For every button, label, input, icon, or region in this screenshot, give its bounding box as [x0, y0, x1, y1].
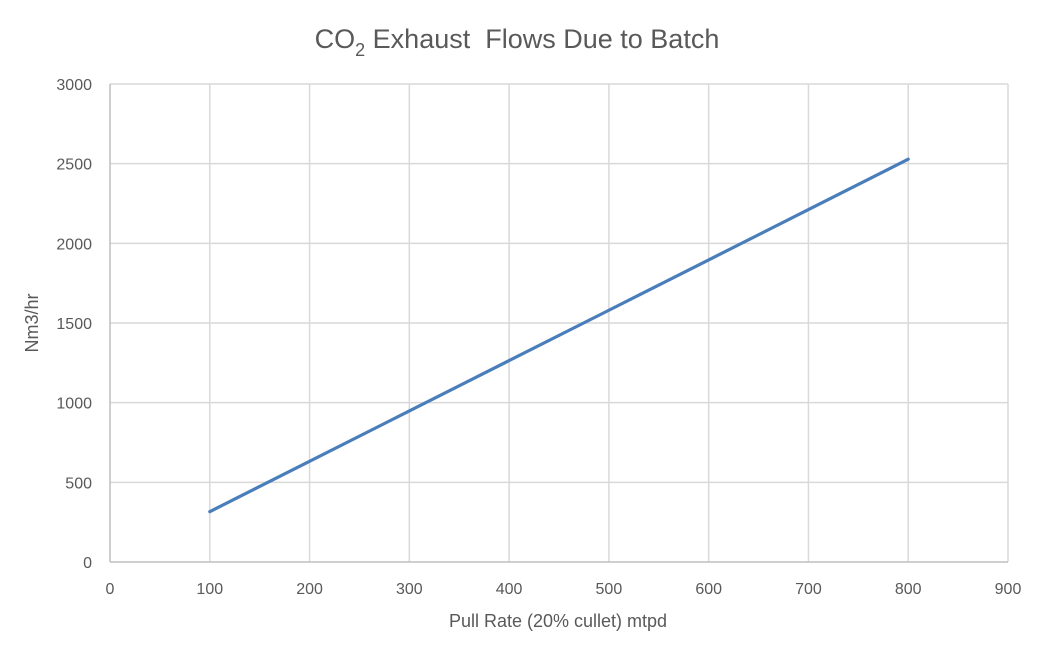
y-axis-label: Nm3/hr [22, 293, 42, 352]
x-tick-label: 500 [596, 581, 623, 598]
y-tick-label: 1000 [56, 396, 92, 413]
x-tick-label: 900 [995, 581, 1022, 598]
y-tick-label: 3000 [56, 77, 92, 94]
x-tick-labels: 0 100 200 300 400 500 600 700 800 900 [106, 581, 1022, 598]
gridlines [110, 83, 1009, 562]
series-line [208, 157, 910, 514]
x-tick-label: 300 [396, 581, 423, 598]
x-tick-label: 0 [106, 581, 115, 598]
x-axis-label: Pull Rate (20% cullet) mtpd [449, 611, 667, 631]
chart-title: CO2 Exhaust Flows Due to Batch [315, 24, 720, 60]
axes [109, 84, 1008, 563]
chart-title-prefix: CO [315, 24, 356, 54]
x-tick-label: 800 [895, 581, 922, 598]
y-tick-label: 1500 [56, 316, 92, 333]
x-tick-label: 200 [296, 581, 323, 598]
y-tick-label: 2500 [56, 157, 92, 174]
chart-title-subscript: 2 [355, 40, 365, 60]
y-tick-label: 500 [65, 475, 92, 492]
x-tick-label: 100 [196, 581, 223, 598]
x-tick-label: 600 [695, 581, 722, 598]
y-tick-label: 2000 [56, 236, 92, 253]
chart-title-rest: Exhaust Flows Due to Batch [365, 24, 719, 54]
y-tick-labels: 0 500 1000 1500 2000 2500 3000 [56, 77, 92, 572]
x-tick-label: 700 [795, 581, 822, 598]
x-tick-label: 400 [496, 581, 523, 598]
series-lines [208, 157, 910, 514]
y-tick-label: 0 [83, 555, 92, 572]
